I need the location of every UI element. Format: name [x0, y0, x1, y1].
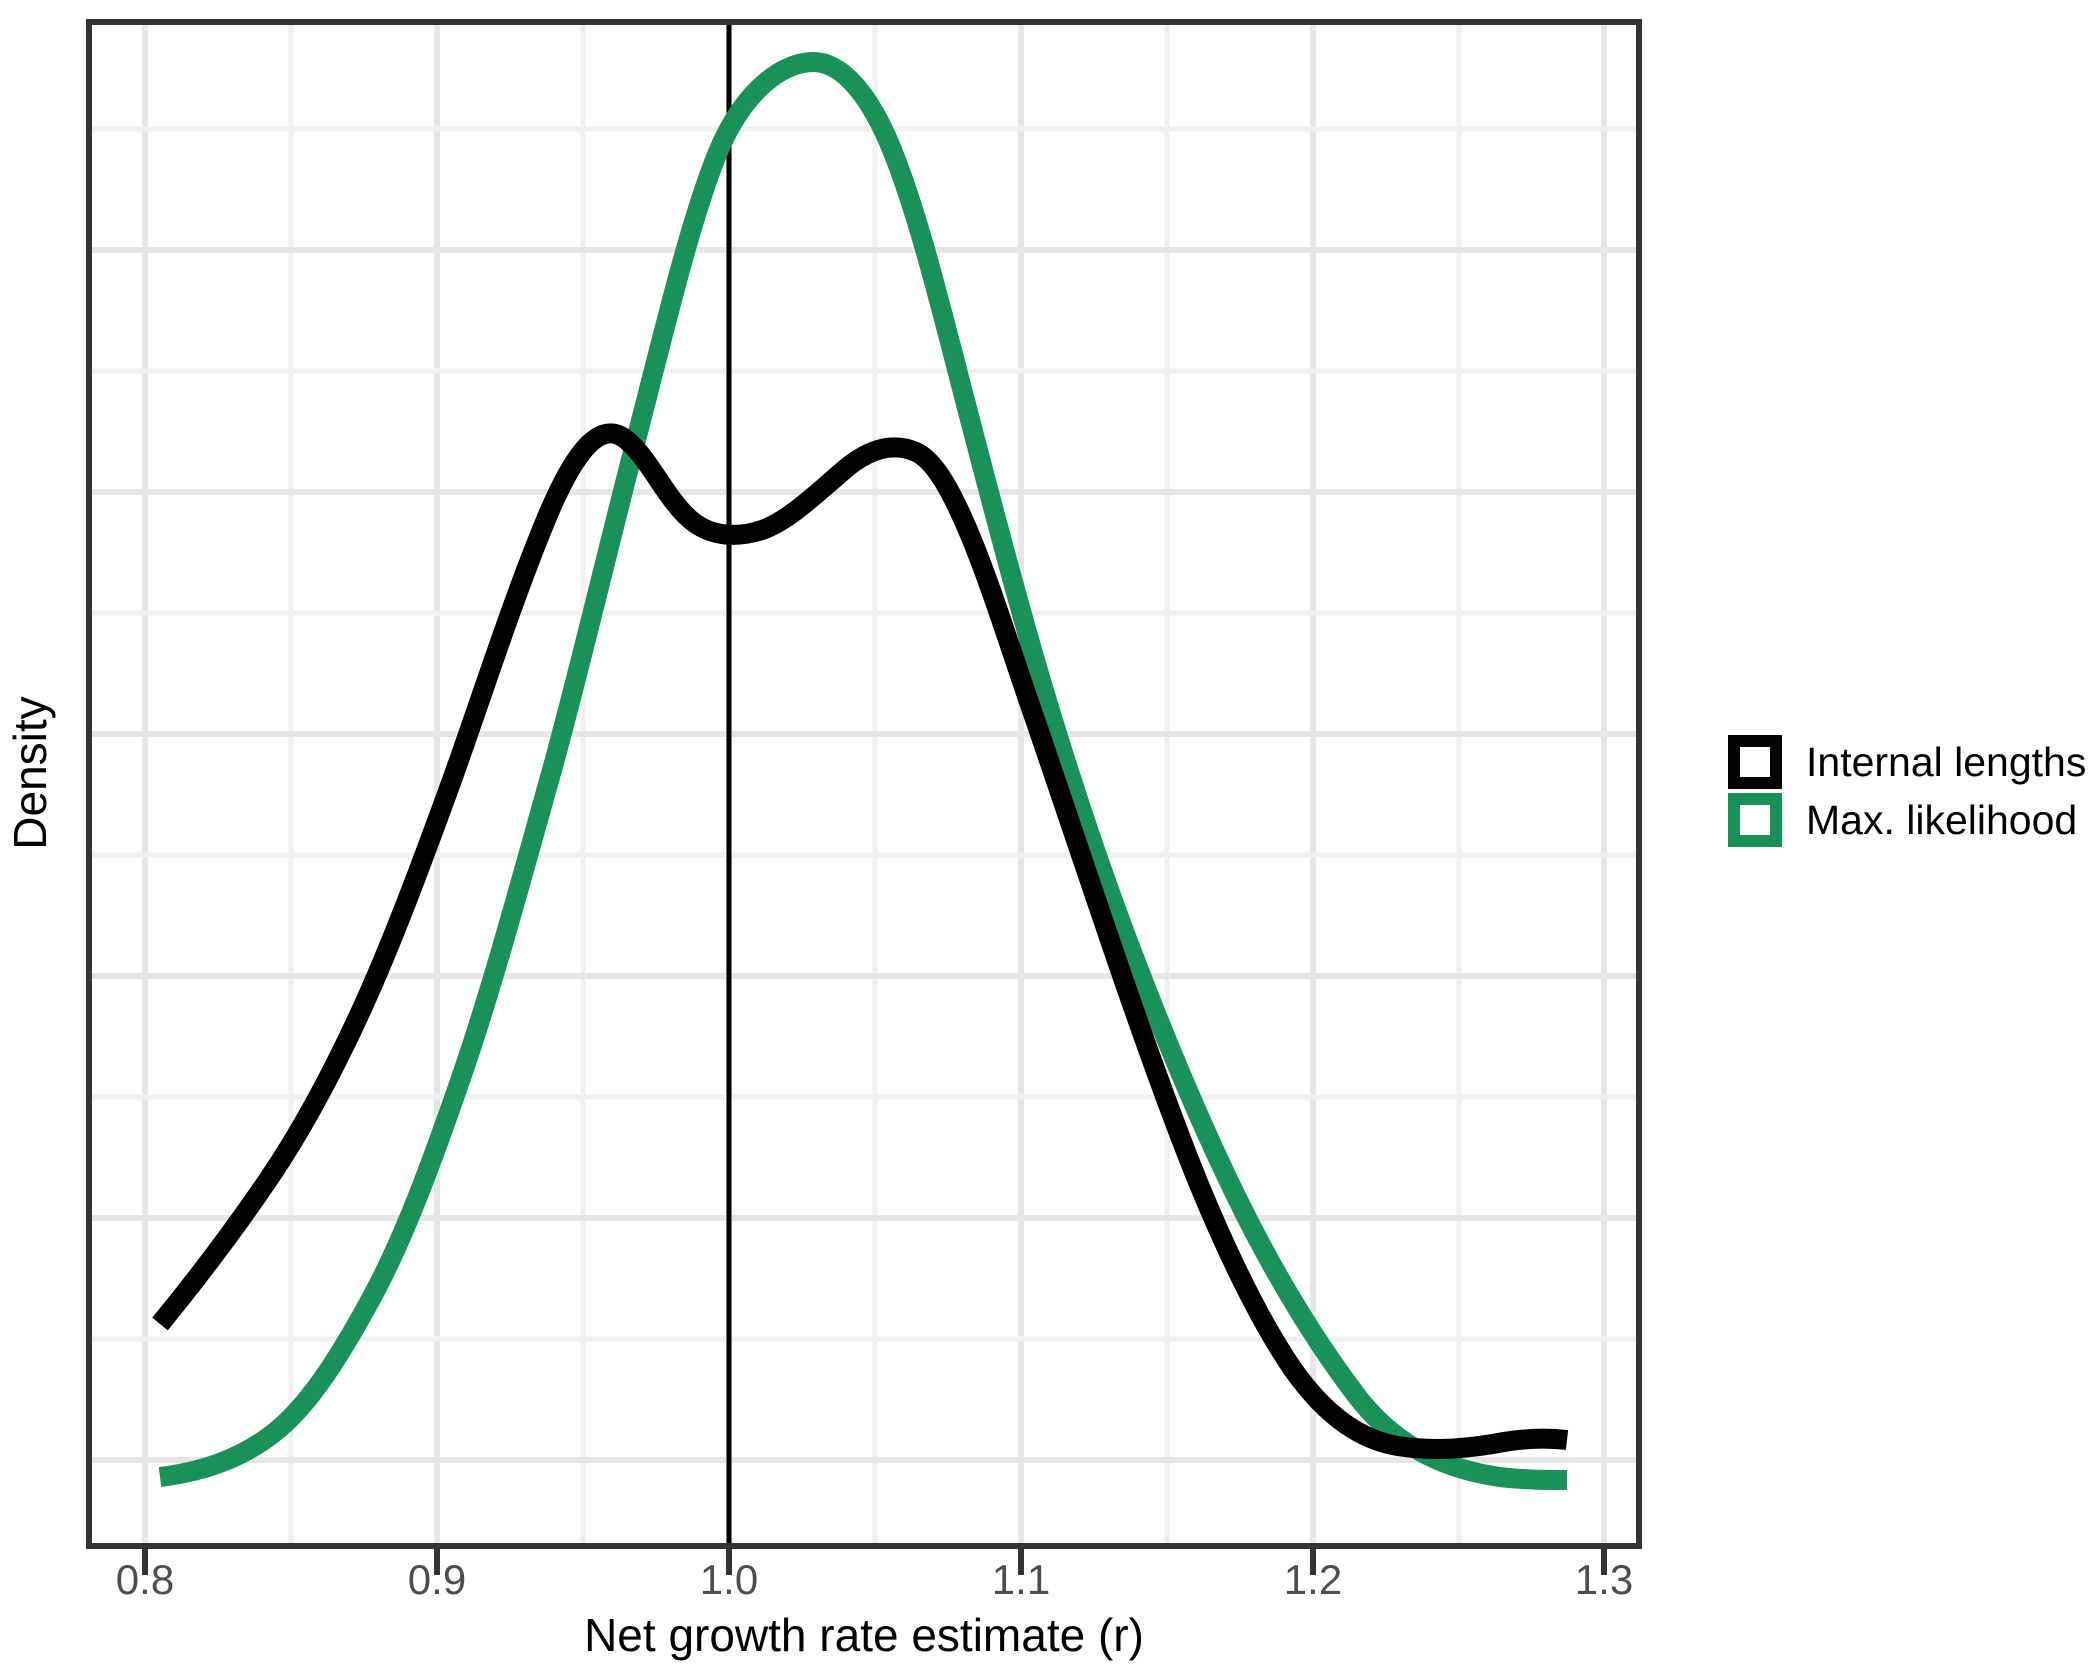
- panel-border: [86, 19, 1642, 1549]
- x-tick-label-5: 1.3: [1574, 1556, 1634, 1603]
- legend-label-internal-lengths: Internal lengths: [1806, 738, 2087, 785]
- x-tick-label-2: 1.0: [699, 1556, 759, 1603]
- legend-item-max-likelihood[interactable]: Max. likelihood: [1728, 793, 2086, 847]
- legend-label-max-likelihood: Max. likelihood: [1806, 796, 2078, 843]
- grid-major-horizontal: [89, 247, 1639, 1463]
- series-curve-max-likelihood: [158, 52, 1568, 1490]
- legend-key-swatch-internal-lengths: [1728, 735, 1782, 789]
- legend-item-internal-lengths[interactable]: Internal lengths: [1728, 735, 2086, 789]
- y-axis-title: Density: [4, 696, 56, 850]
- panel-background: [89, 22, 1639, 1546]
- x-axis-ticks: [142, 1549, 1607, 1575]
- grid-minor-vertical: [288, 22, 1462, 1546]
- grid-minor-horizontal: [89, 126, 1639, 1342]
- x-tick-label-1: 0.9: [407, 1556, 467, 1603]
- legend-key-swatch-max-likelihood: [1728, 793, 1782, 847]
- x-tick-label-3: 1.1: [991, 1556, 1051, 1603]
- x-tick-label-0: 0.8: [115, 1556, 175, 1603]
- x-axis-title: Net growth rate estimate (r): [584, 1609, 1144, 1661]
- series-curve-internal-lengths: [152, 423, 1569, 1459]
- x-tick-label-4: 1.2: [1283, 1556, 1343, 1603]
- legend: Internal lengths Max. likelihood: [1728, 735, 2086, 847]
